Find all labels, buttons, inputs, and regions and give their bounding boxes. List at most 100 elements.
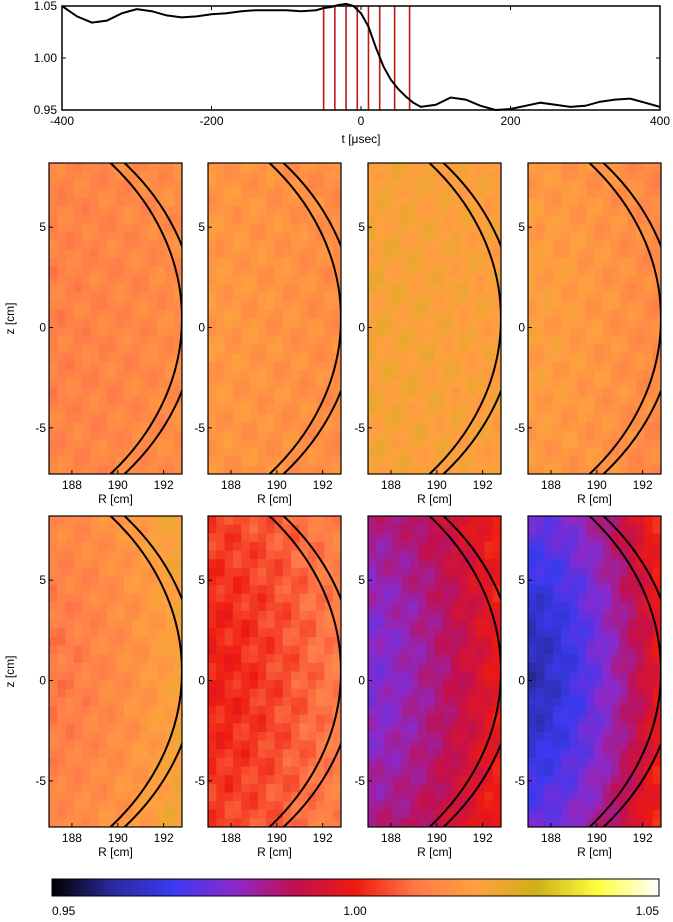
heatmap-cell (140, 387, 150, 397)
heatmap-cell (644, 223, 654, 233)
heatmap-cell (316, 456, 325, 466)
heatmap-cell (577, 344, 587, 354)
heatmap-cell (299, 387, 309, 397)
heatmap-cell (140, 662, 150, 673)
heatmap-cell (401, 611, 411, 621)
heatmap-cell (316, 680, 325, 690)
heatmap-cell (409, 818, 419, 827)
heatmap-cell (376, 301, 386, 311)
heatmap-cell (282, 283, 292, 294)
heatmap-cell (148, 465, 158, 474)
heatmap-cell (652, 688, 661, 699)
heatmap-cell (467, 396, 477, 406)
heatmap-cell (241, 809, 251, 819)
heatmap-cell (208, 740, 217, 750)
heatmap-cell (409, 757, 419, 768)
heatmap-cell (552, 593, 562, 603)
heatmap-cell (332, 448, 341, 458)
heatmap-cell (602, 456, 612, 466)
heatmap-cell (384, 465, 394, 474)
heatmap-cell (274, 266, 284, 276)
heatmap-cell (115, 757, 125, 768)
heatmap-cell (528, 706, 537, 716)
heatmap-cell (140, 240, 150, 250)
heatmap-cell (636, 206, 645, 216)
heatmap-cell (409, 258, 419, 268)
heatmap-cell (49, 576, 58, 586)
heatmap-cell (307, 171, 317, 181)
heatmap-cell (249, 559, 259, 569)
heatmap-cell (73, 697, 83, 707)
heatmap-cell (552, 636, 562, 647)
heatmap-cell (417, 387, 427, 397)
heatmap-cell (274, 636, 284, 647)
heatmap-cell (384, 292, 394, 302)
heatmap-xtick-label: 190 (108, 831, 128, 845)
heatmap-cell (451, 585, 461, 595)
heatmap-cell (569, 266, 579, 276)
heatmap-cell (274, 439, 284, 449)
heatmap-cell (57, 283, 67, 294)
heatmap-cell (232, 197, 242, 207)
heatmap-cell (115, 611, 125, 621)
heatmap-cell (148, 757, 158, 768)
heatmap-cell (561, 180, 571, 190)
heatmap-cell (459, 662, 469, 673)
heatmap-cell (107, 559, 117, 569)
heatmap-cell (492, 766, 501, 776)
heatmap-cell (216, 801, 226, 811)
heatmap-cell (157, 818, 166, 827)
heatmap-cell (476, 533, 485, 543)
heatmap-cell (401, 318, 411, 328)
heatmap-cell (602, 731, 612, 742)
heatmap-cell (552, 550, 562, 560)
heatmap-cell (476, 654, 485, 664)
heatmap-cell (602, 585, 612, 595)
heatmap-cell (65, 749, 75, 759)
heatmap-cell (376, 524, 386, 534)
heatmap-cell (241, 731, 251, 742)
heatmap-cell (107, 697, 117, 707)
heatmap-cell (384, 456, 394, 466)
heatmap-cell (148, 688, 158, 699)
heatmap-cell (627, 353, 637, 363)
heatmap-cell (476, 731, 485, 742)
heatmap-yaxis-label: z [cm] (3, 656, 17, 688)
heatmap-cell (249, 533, 259, 543)
heatmap-cell (636, 163, 645, 173)
heatmap-cell (611, 275, 621, 285)
heatmap-cell (652, 240, 661, 250)
heatmap-cell (90, 731, 100, 742)
heatmap-cell (107, 757, 117, 768)
heatmap-cell (492, 757, 501, 768)
heatmap-cell (552, 801, 562, 811)
heatmap-cell (249, 602, 259, 612)
heatmap-cell (451, 292, 461, 302)
heatmap-cell (49, 422, 58, 432)
heatmap-cell (442, 576, 452, 586)
heatmap-cell (82, 413, 92, 423)
heatmap-cell (401, 671, 411, 681)
heatmap-cell (266, 413, 276, 423)
heatmap-cell (148, 163, 158, 173)
heatmap-cell (208, 619, 217, 629)
heatmap-cell (569, 318, 579, 328)
heatmap-cell (544, 266, 554, 276)
heatmap-cell (434, 240, 444, 250)
heatmap-cell (409, 422, 419, 432)
heatmap-cell (208, 706, 217, 716)
heatmap-cell (65, 524, 75, 534)
heatmap-cell (602, 206, 612, 216)
heatmap-cell (636, 576, 645, 586)
heatmap-cell (266, 818, 276, 827)
heatmap-cell (619, 611, 629, 621)
heatmap-cell (459, 688, 469, 699)
heatmap-cell (98, 163, 108, 173)
heatmap-cell (586, 559, 596, 569)
heatmap-cell (528, 353, 537, 363)
heatmap-cell (376, 206, 386, 216)
heatmap-cell (552, 818, 562, 827)
heatmap-frame-4 (48, 515, 183, 828)
heatmap-cell (98, 344, 108, 354)
heatmap-cell (266, 706, 276, 716)
